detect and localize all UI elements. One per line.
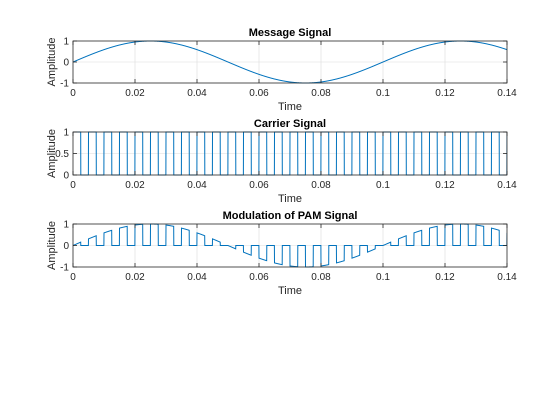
y-tick-label: 0	[63, 58, 69, 69]
x-tick-label: 0.06	[249, 180, 269, 191]
chart-title: Modulation of PAM Signal	[223, 210, 358, 222]
y-tick-label: 0	[63, 241, 69, 252]
y-tick-label: 1	[63, 220, 69, 231]
x-tick-label: 0.08	[311, 180, 331, 191]
x-tick-label: 0	[70, 272, 76, 283]
x-tick-label: 0	[70, 180, 76, 191]
x-axis-label: Time	[278, 285, 302, 297]
y-tick-label: -1	[60, 79, 69, 90]
x-tick-label: 0.1	[376, 180, 390, 191]
x-tick-label: 0.02	[125, 180, 145, 191]
chart-title: Message Signal	[249, 27, 332, 39]
y-tick-label: -1	[60, 263, 69, 274]
x-tick-label: 0.12	[435, 272, 455, 283]
x-tick-label: 0.12	[435, 180, 455, 191]
y-axis-label: Amplitude	[46, 129, 58, 178]
subplot-3: 0 0.02 0.04 0.06 0.08 0.1 0.12 0.14-101Modulati…	[46, 210, 517, 297]
x-tick-label: 0.1	[376, 88, 390, 99]
y-tick-label: 1	[63, 128, 69, 139]
x-tick-label: 0.12	[435, 88, 455, 99]
x-tick-label: 0	[70, 88, 76, 99]
subplot-2: 0 0.02 0.04 0.06 0.08 0.1 0.12 0.14 0 0.5 1 Carrier…	[46, 118, 517, 205]
x-tick-label: 0.04	[187, 272, 207, 283]
x-tick-label: 0.04	[187, 180, 207, 191]
x-axis-label: Time	[278, 101, 302, 113]
x-tick-label: 0.04	[187, 88, 207, 99]
x-tick-label: 0.14	[497, 272, 517, 283]
y-tick-label: 1	[63, 37, 69, 48]
y-axis-label: Amplitude	[46, 38, 58, 87]
x-tick-label: 0.14	[497, 88, 517, 99]
x-tick-label: 0.02	[125, 272, 145, 283]
x-axis-label: Time	[278, 193, 302, 205]
series-line	[73, 223, 507, 268]
chart-title: Carrier Signal	[254, 118, 326, 130]
x-tick-label: 0.08	[311, 88, 331, 99]
x-tick-label: 0.06	[249, 88, 269, 99]
y-axis-label: Amplitude	[46, 221, 58, 270]
subplot-1: 0 0.02 0.04 0.06 0.08 0.1 0.12 0.14-101Message …	[46, 27, 517, 113]
x-tick-label: 0.14	[497, 180, 517, 191]
x-tick-label: 0.08	[311, 272, 331, 283]
x-tick-label: 0.02	[125, 88, 145, 99]
y-tick-label: 0	[63, 171, 69, 182]
y-tick-label: 0.5	[55, 149, 69, 160]
x-tick-label: 0.1	[376, 272, 390, 283]
x-tick-label: 0.06	[249, 272, 269, 283]
